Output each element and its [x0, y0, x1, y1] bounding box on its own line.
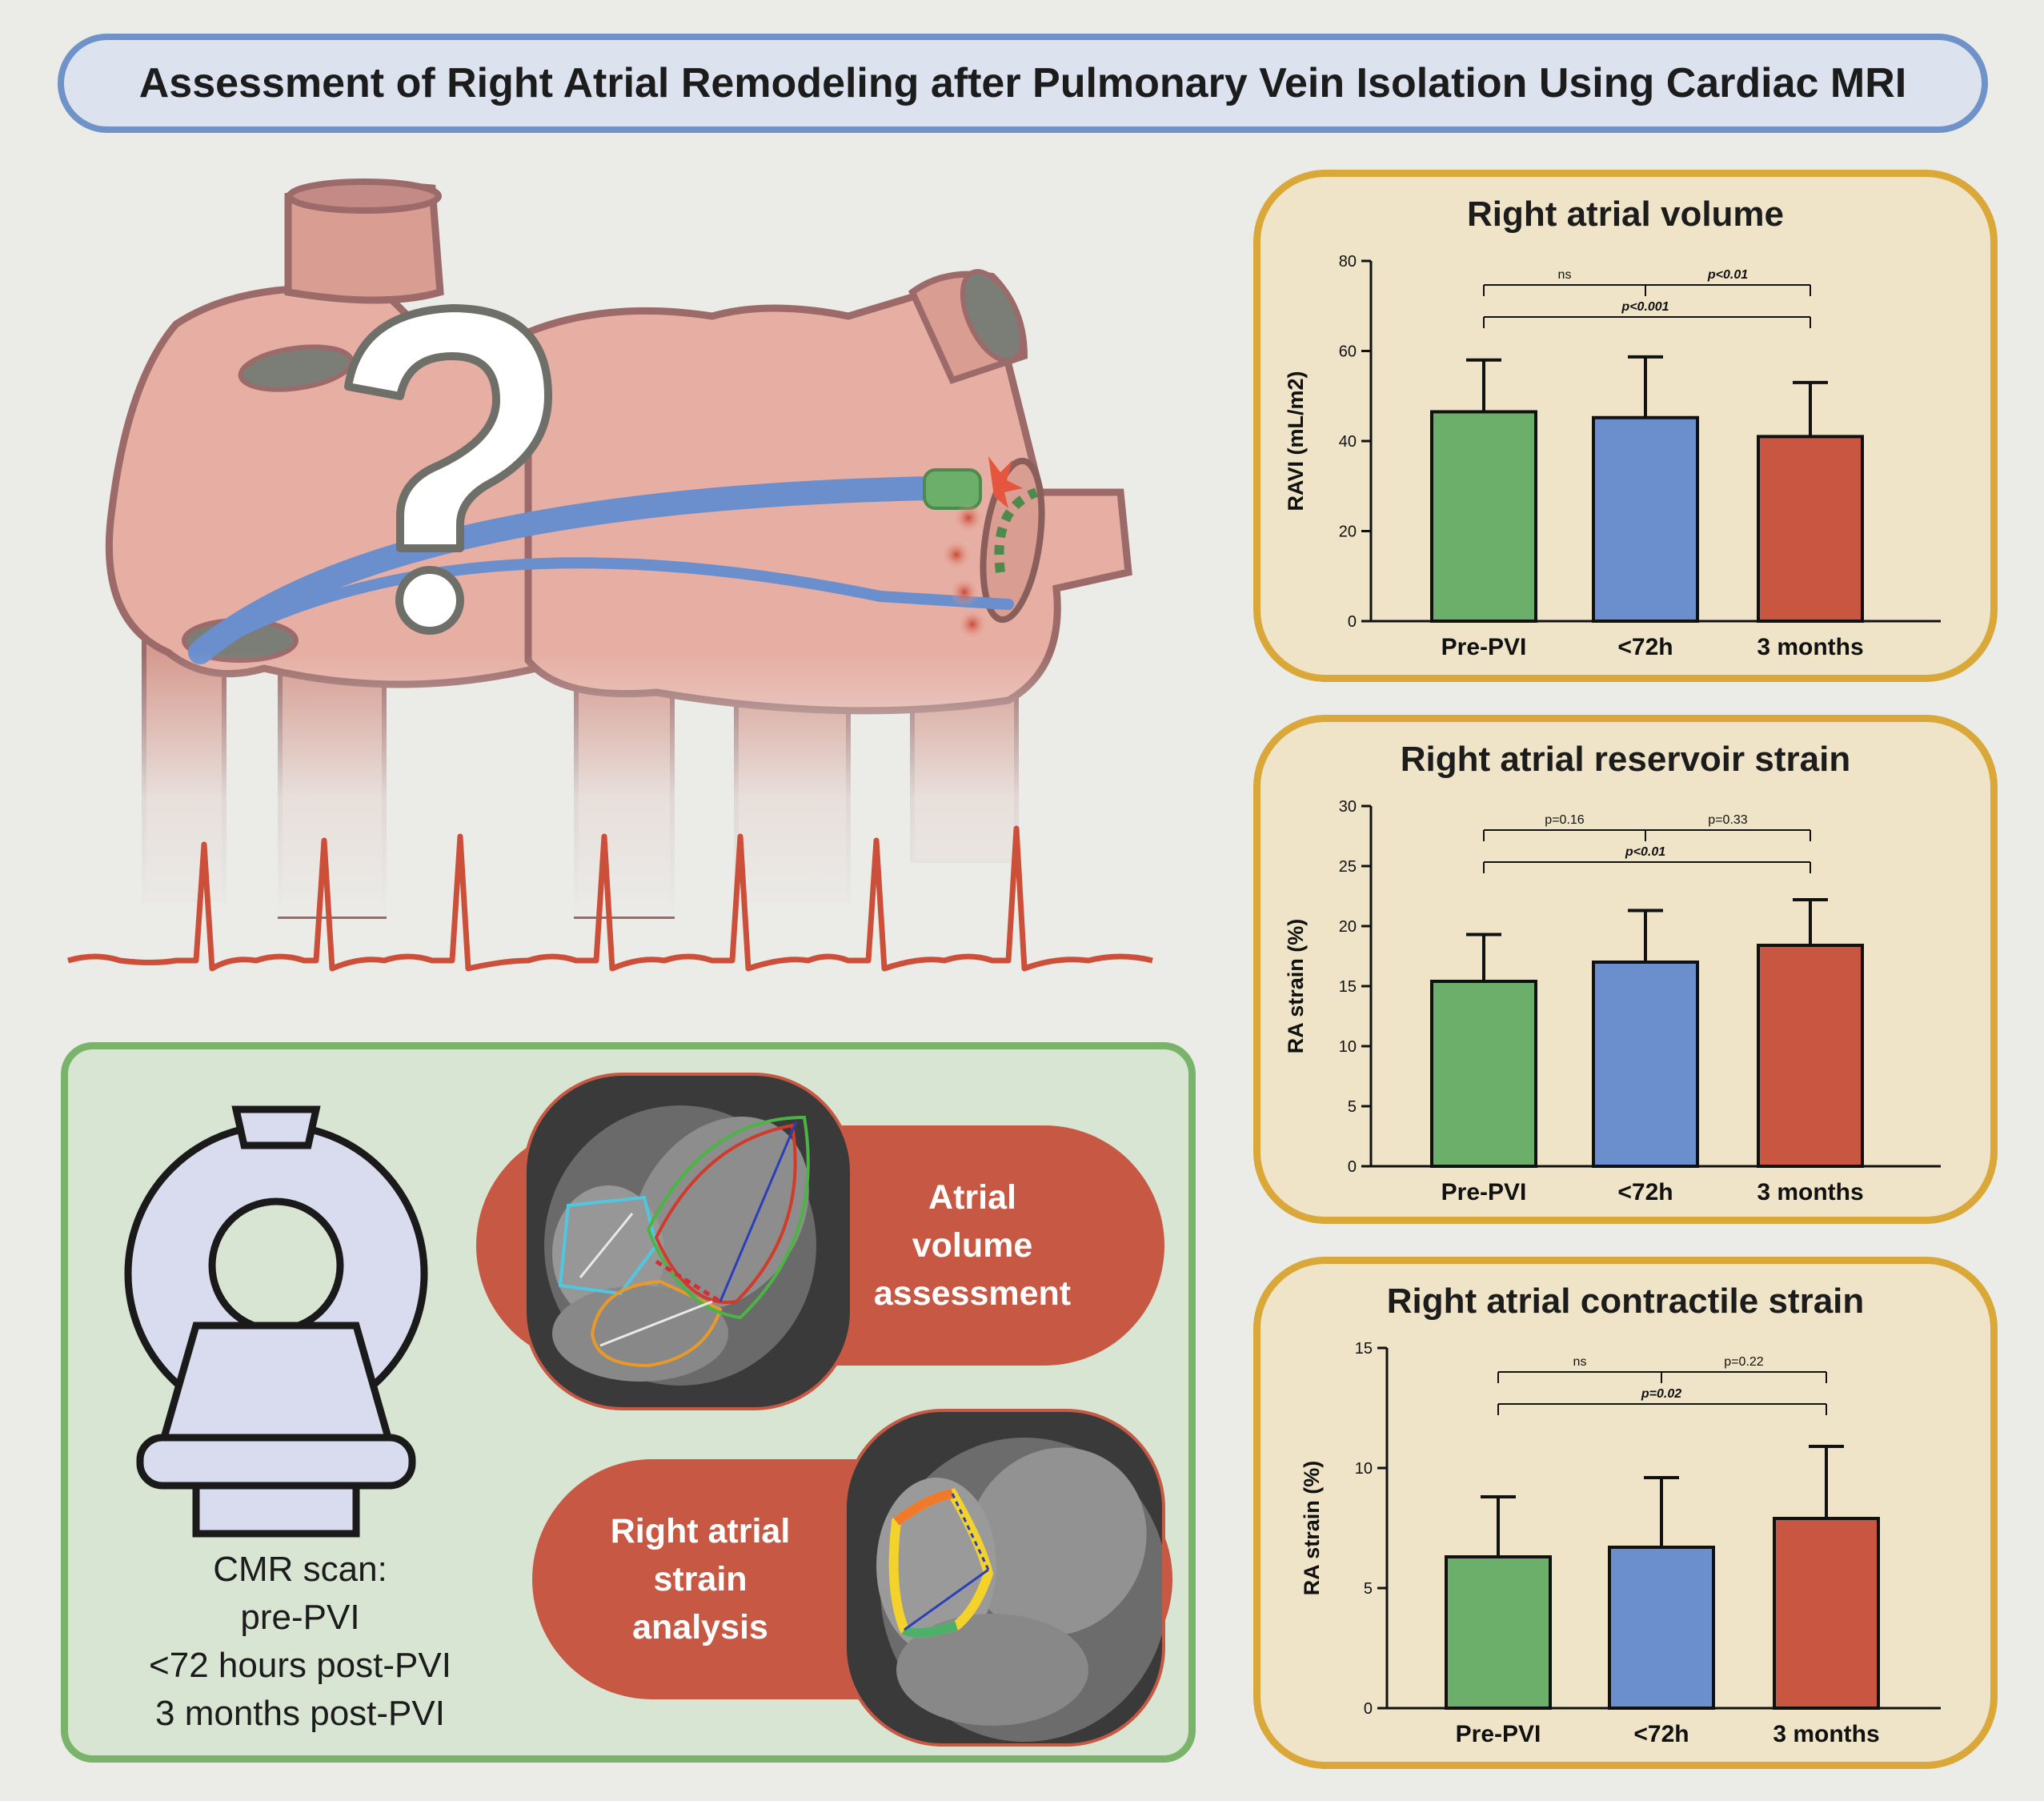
p-value-label: p=0.22	[1724, 1355, 1763, 1369]
chart-title: Right atrial contractile strain	[1386, 1282, 1865, 1321]
mri-volume-image	[523, 1073, 853, 1410]
y-tick-label: 40	[1339, 433, 1357, 451]
y-tick-label: 25	[1339, 858, 1357, 876]
scan-line: CMR scan:	[213, 1550, 387, 1589]
chart-title: Right atrial reservoir strain	[1400, 740, 1851, 779]
mri-strain-image	[844, 1409, 1165, 1747]
y-tick-label: 20	[1339, 918, 1357, 936]
chart-panel-volume: Right atrial volume 0 20 40 60 80 RAVI (mL/m2…	[1253, 170, 1998, 682]
heart-illustration	[48, 178, 1200, 972]
x-tick-label: Pre-PVI	[1441, 1179, 1527, 1205]
y-tick-label: 20	[1339, 523, 1357, 541]
y-tick-label: 60	[1339, 343, 1357, 361]
strain-label-line: strain	[653, 1560, 747, 1598]
x-tick-label: Pre-PVI	[1441, 634, 1527, 660]
chart-panel-reservoir: Right atrial reservoir strain 0 5 10 15 20 25…	[1253, 715, 1998, 1224]
bar	[1757, 944, 1864, 1168]
y-tick-label: 0	[1364, 1700, 1373, 1718]
p-value-label: p<0.001	[1621, 300, 1669, 314]
y-tick-label: 0	[1348, 613, 1357, 631]
chart-panel-contractile: Right atrial contractile strain 0 5 10 15 RA…	[1253, 1257, 1998, 1769]
y-axis-label: RA strain (%)	[1284, 919, 1308, 1054]
volume-label-line: Atrial	[928, 1178, 1016, 1217]
y-tick-label: 5	[1364, 1580, 1373, 1598]
volume-label-line: assessment	[873, 1274, 1072, 1313]
y-tick-label: 10	[1355, 1460, 1373, 1478]
x-tick-label: 3 months	[1773, 1721, 1879, 1747]
bar-chart-contractile: 0 5 10 15 RA strain (%) Pre-PVI <72h 3 months ns…	[1300, 1340, 1941, 1747]
bar	[1592, 961, 1699, 1168]
x-tick-label: Pre-PVI	[1456, 1721, 1541, 1747]
scan-line: <72 hours post-PVI	[149, 1646, 451, 1685]
y-axis-label: RA strain (%)	[1300, 1461, 1324, 1596]
p-value-label: p<0.01	[1707, 268, 1748, 282]
scan-line: 3 months post-PVI	[155, 1694, 445, 1733]
y-tick-label: 10	[1339, 1038, 1357, 1056]
y-tick-label: 0	[1348, 1158, 1357, 1176]
p-value-label: p<0.01	[1625, 845, 1665, 859]
x-tick-label: <72h	[1617, 1179, 1673, 1205]
y-tick-label: 30	[1339, 798, 1357, 816]
y-tick-label: 5	[1348, 1098, 1357, 1116]
question-mark-icon	[344, 304, 552, 635]
y-axis-label: RAVI (mL/m2)	[1284, 371, 1308, 511]
ecg-trace	[67, 825, 1153, 972]
x-tick-label: <72h	[1617, 634, 1673, 660]
y-tick-label: 15	[1339, 978, 1357, 996]
strain-label-line: Right atrial	[610, 1512, 791, 1550]
p-value-label: ns	[1558, 268, 1572, 282]
p-value-label: p=0.16	[1545, 813, 1584, 827]
bar-chart-reservoir: 0 5 10 15 20 25 30 RA strain (%) Pre-PVI <72h 3 mo…	[1284, 798, 1941, 1205]
catheter-2	[194, 557, 1014, 658]
page-title: Assessment of Right Atrial Remodeling af…	[138, 60, 1907, 106]
scan-line: pre-PVI	[240, 1598, 360, 1637]
volume-label-line: volume	[912, 1226, 1033, 1265]
bar	[1430, 980, 1537, 1168]
p-value-label: p=0.33	[1708, 813, 1747, 827]
bar	[1757, 435, 1864, 623]
cmr-panel: CMR scan: pre-PVI <72 hours post-PVI 3 m…	[61, 1042, 1196, 1763]
x-tick-label: 3 months	[1757, 1179, 1863, 1205]
y-tick-label: 15	[1355, 1340, 1373, 1358]
scan-timeline: CMR scan: pre-PVI <72 hours post-PVI 3 m…	[100, 1546, 500, 1738]
chart-title: Right atrial volume	[1466, 195, 1785, 234]
bar	[1445, 1555, 1552, 1710]
x-tick-label: <72h	[1633, 1721, 1689, 1747]
p-value-label: p=0.02	[1641, 1387, 1681, 1401]
bar-chart-volume: 0 20 40 60 80 RAVI (mL/m2) Pre-PVI <72h 3 months…	[1284, 253, 1941, 660]
bar	[1430, 410, 1537, 623]
p-value-label: ns	[1573, 1355, 1587, 1369]
mri-scanner-icon	[124, 1105, 428, 1538]
title-banner: Assessment of Right Atrial Remodeling af…	[58, 34, 1988, 133]
x-tick-label: 3 months	[1757, 634, 1863, 660]
strain-label-line: analysis	[632, 1608, 768, 1647]
y-tick-label: 80	[1339, 253, 1357, 271]
bar	[1773, 1517, 1880, 1710]
bar	[1592, 415, 1699, 623]
catheter	[188, 476, 940, 664]
ablation-tip	[923, 468, 982, 510]
bar	[1608, 1546, 1715, 1710]
